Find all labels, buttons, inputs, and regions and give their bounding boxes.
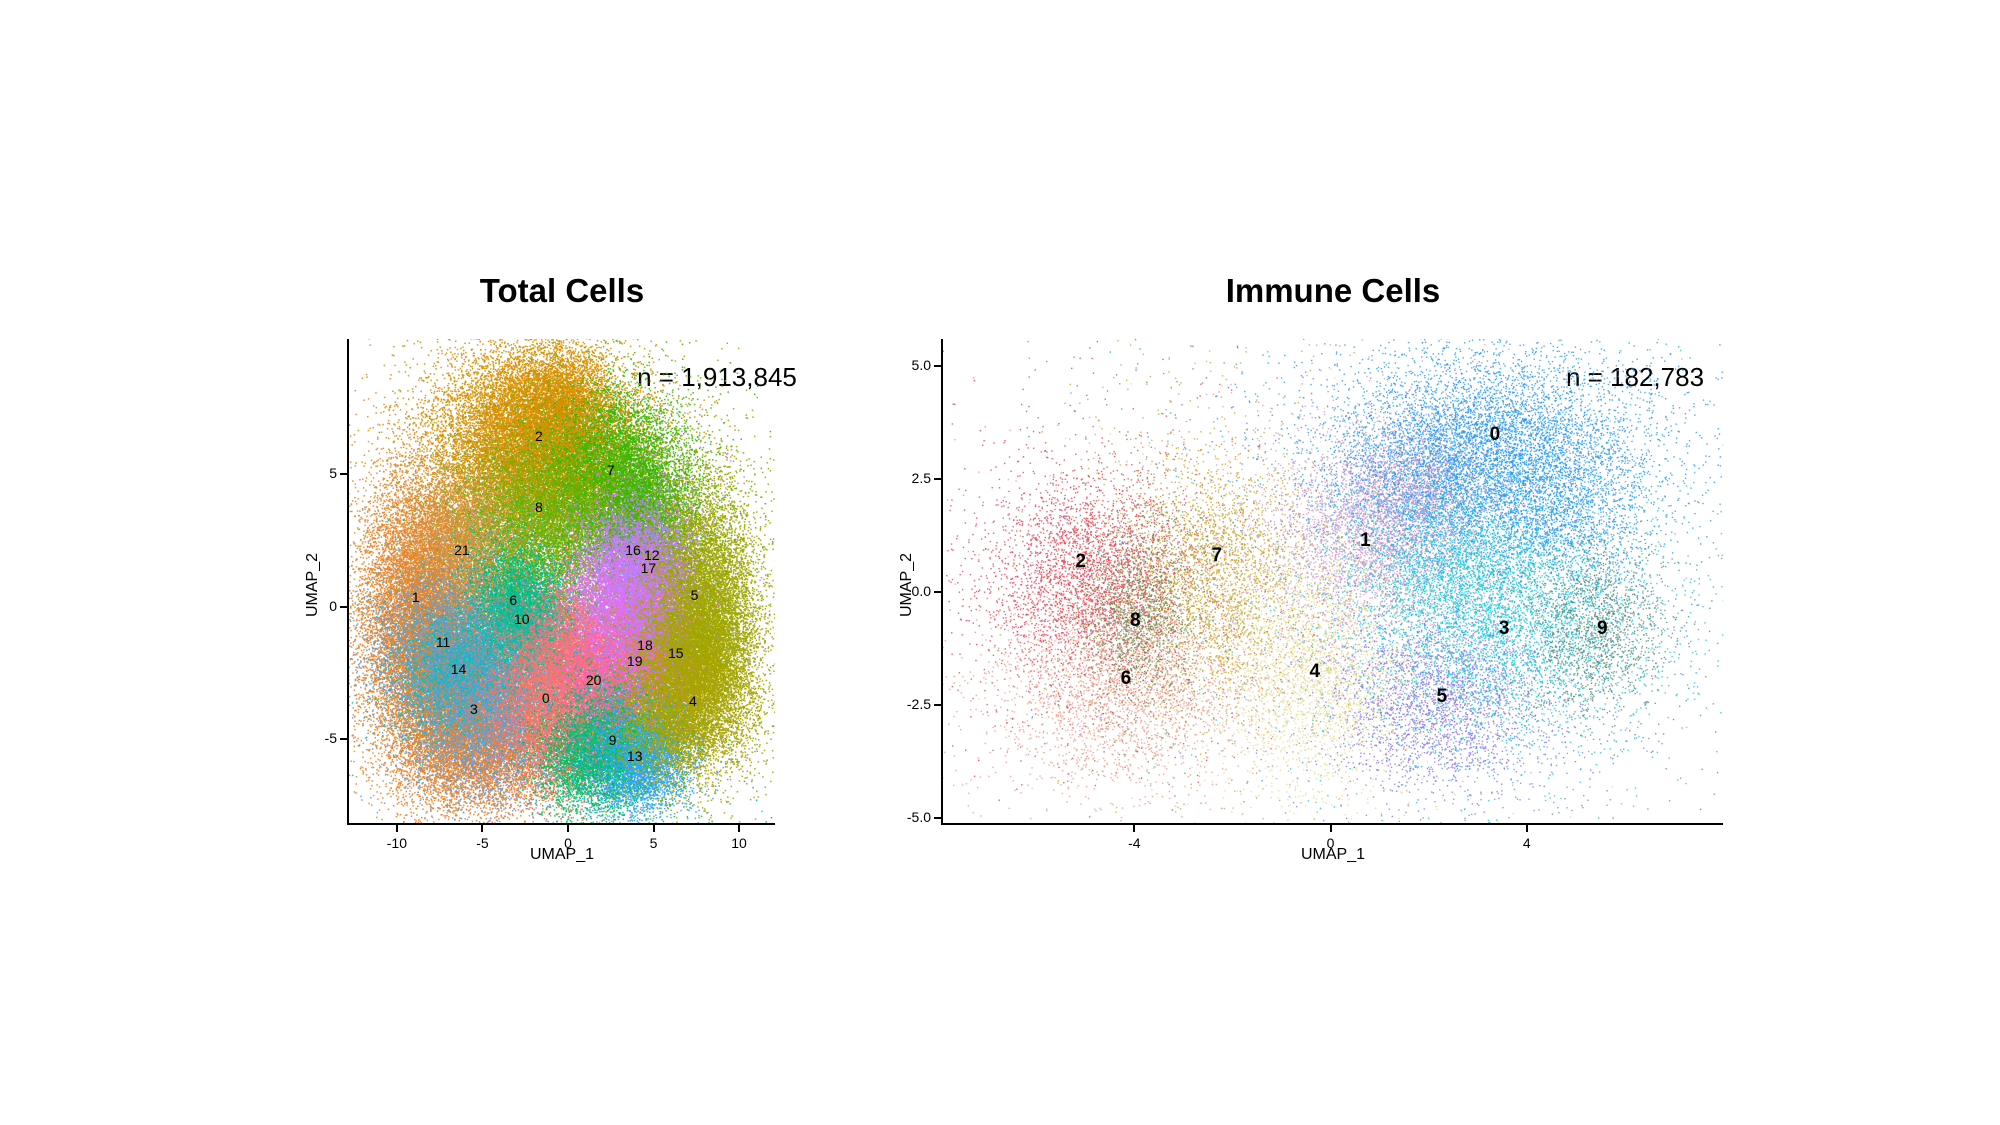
cluster-label-17: 17 [640,560,657,577]
y-tick-mark [934,365,941,368]
y-tick-label: -5 [324,730,337,747]
cluster-label-1: 1 [411,589,420,606]
x-tick-label: -5 [476,835,489,851]
cluster-label-3: 3 [469,700,478,717]
y-tick-label: 0 [329,597,337,614]
cluster-label-6: 6 [509,592,518,608]
x-axis-line [941,823,1723,825]
scatter-points-canvas-total [349,339,775,823]
cluster-label-8: 8 [1130,609,1141,631]
y-tick-mark [340,738,347,741]
y-tick-mark [934,704,941,707]
cluster-label-7: 7 [1211,545,1223,567]
cluster-label-layer: 0 1 2 3 4 5 6 7 8 9 [943,339,1723,823]
axis-tick-layer: -4 0 4 5.0 2.5 0.0 -2.5 -5.0 [907,339,1723,851]
y-tick-label: 0.0 [911,583,931,600]
y-tick-mark [934,478,941,481]
cluster-label-21: 21 [454,541,470,558]
x-tick-mark [1525,825,1528,832]
cluster-label-13: 13 [626,748,643,765]
x-tick-label: -10 [386,835,407,851]
x-tick-mark [652,825,655,832]
y-tick-mark [934,591,941,594]
cluster-label-2: 2 [1075,551,1087,573]
x-tick-mark [738,825,741,832]
y-axis-title-total: UMAP_2 [304,552,321,618]
x-tick-mark [1329,825,1332,832]
cluster-label-14: 14 [450,660,467,677]
y-axis-line [347,339,349,823]
y-tick-mark [340,605,347,608]
umap-plot-total-cells: -10 -5 0 5 10 5 0 -5 2 7 8 21 1 6 10 11 14 3 0 20 9 13 16 12 17… [325,339,775,851]
cluster-label-12: 12 [644,546,660,563]
x-axis-line [347,823,775,825]
x-tick-label: 0 [1326,835,1335,851]
y-tick-mark [340,473,347,476]
axis-tick-layer: -10 -5 0 5 10 5 0 -5 [325,339,775,851]
cluster-label-7: 7 [606,462,615,479]
x-tick-mark [566,825,569,832]
cluster-label-3: 3 [1498,618,1510,640]
y-tick-label: 5 [329,465,337,482]
cluster-label-0: 0 [1489,423,1501,445]
cluster-label-6: 6 [1120,667,1132,689]
scatter-points-canvas-immune [943,339,1723,823]
cluster-label-20: 20 [585,671,602,688]
y-tick-label: 2.5 [911,470,931,487]
x-tick-label: -4 [1128,835,1141,851]
cluster-label-19: 19 [626,652,643,669]
x-tick-label: 10 [731,835,747,851]
cluster-label-10: 10 [513,610,530,627]
umap-plot-immune-cells: -4 0 4 5.0 2.5 0.0 -2.5 -5.0 0 1 2 3 4 5 6 7 8 9 [907,339,1723,851]
chart-title-total-cells: Total Cells [479,272,645,309]
x-tick-mark [481,825,484,832]
cluster-label-9: 9 [1597,618,1608,640]
cluster-label-11: 11 [435,634,451,651]
cluster-label-0: 0 [541,690,550,707]
cluster-label-2: 2 [534,427,543,444]
y-tick-label: 5.0 [911,357,931,374]
cluster-label-layer: 2 7 8 21 1 6 10 11 14 3 0 20 9 13 16 12 17 18 19 15 5 4 [349,339,775,823]
cluster-label-18: 18 [637,637,653,654]
cluster-label-15: 15 [667,645,684,662]
chart-title-immune-cells: Immune Cells [1225,272,1441,309]
cluster-label-1: 1 [1360,529,1371,551]
x-tick-label: 5 [649,835,658,851]
x-axis-title-immune: UMAP_1 [1300,846,1366,863]
y-tick-label: -5.0 [906,809,931,826]
y-axis-line [941,339,943,823]
y-tick-mark [934,817,941,820]
cluster-label-4: 4 [688,692,697,709]
x-tick-mark [395,825,398,832]
x-axis-title-total: UMAP_1 [529,846,595,863]
x-tick-mark [1133,825,1136,832]
cluster-label-8: 8 [534,499,543,516]
y-tick-label: -2.5 [906,696,931,713]
cluster-label-9: 9 [608,732,617,749]
cluster-label-5: 5 [1436,685,1448,707]
cluster-label-16: 16 [625,541,641,558]
x-tick-label: 0 [564,835,572,851]
cluster-label-5: 5 [690,586,699,603]
cluster-label-4: 4 [1309,660,1321,682]
x-tick-label: 4 [1522,835,1531,851]
